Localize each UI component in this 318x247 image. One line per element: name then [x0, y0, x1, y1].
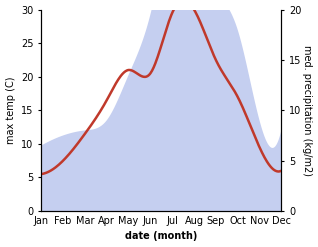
Y-axis label: max temp (C): max temp (C) — [5, 77, 16, 144]
X-axis label: date (month): date (month) — [125, 231, 197, 242]
Y-axis label: med. precipitation (kg/m2): med. precipitation (kg/m2) — [302, 45, 313, 176]
